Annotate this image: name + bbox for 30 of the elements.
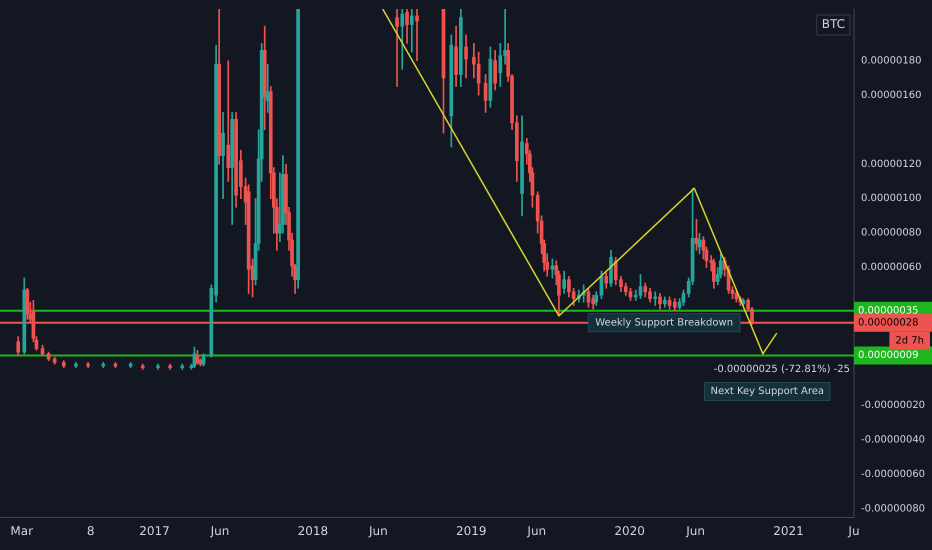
y-tick-label: 0.00000100	[861, 193, 922, 204]
x-tick-label: Jun	[210, 524, 230, 538]
y-tick-label: 0.00000080	[861, 228, 922, 239]
ref-line-label: 0.00000035	[858, 305, 918, 316]
x-tick-label: 2018	[298, 524, 328, 538]
x-tick-label: 8	[86, 524, 95, 538]
annotation: Weekly Support Breakdown	[595, 317, 734, 328]
x-tick-label: Mar	[10, 524, 34, 538]
x-tick-label: Jun	[368, 524, 388, 538]
annotation: -0.00000025 (-72.81%) -25	[714, 364, 850, 376]
y-tick-label: 0.00000120	[861, 158, 922, 170]
x-tick-label: Jun	[526, 524, 546, 538]
text: 2d 7h	[895, 335, 924, 346]
y-tick-label: 0.00000060	[861, 262, 922, 274]
y-tick-label: -0.00000060	[861, 469, 926, 480]
y-tick-label: -0.00000080	[861, 504, 926, 515]
annotation: BTC	[822, 17, 846, 32]
y-tick-label: -0.00000040	[861, 434, 926, 446]
y-tick-label: 0.00000180	[861, 55, 922, 66]
x-tick-label: Jun	[685, 524, 705, 538]
ref-line-label: 0.00000028	[858, 317, 918, 328]
x-tick-label: 2019	[456, 524, 487, 538]
annotation: Next Key Support Area	[710, 386, 824, 398]
x-tick-label: Ju	[847, 524, 860, 538]
y-tick-label: -0.00000020	[861, 400, 926, 412]
y-tick-label: 0.00000160	[861, 90, 922, 101]
x-tick-label: 2017	[139, 524, 170, 538]
ref-line-label: 0.00000009	[858, 350, 918, 362]
x-tick-label: 2020	[614, 524, 645, 538]
x-tick-label: 2021	[773, 524, 804, 538]
